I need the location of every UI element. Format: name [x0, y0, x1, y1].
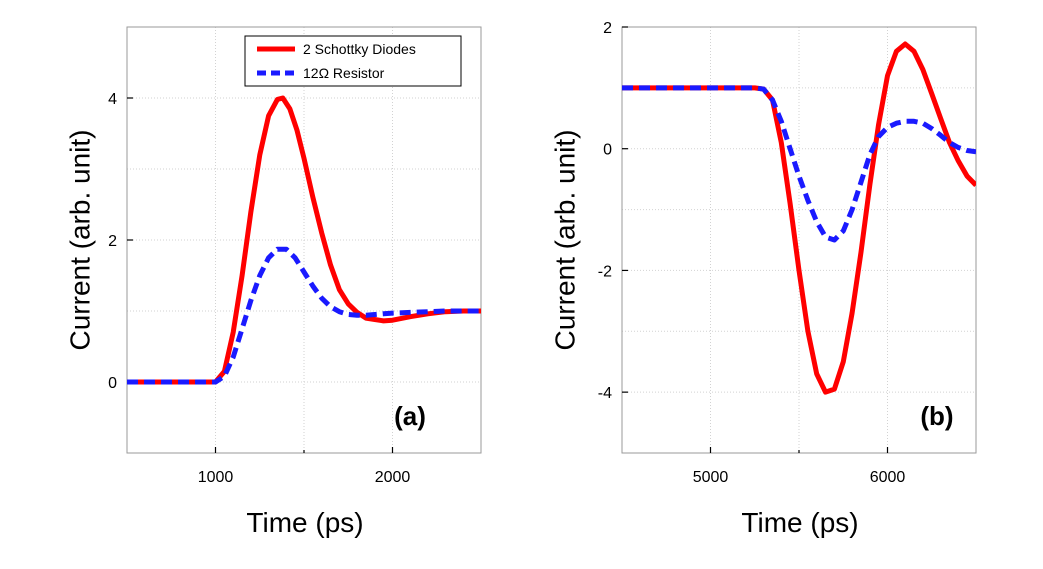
y-tick-label: 0 — [108, 375, 117, 392]
x-axis-title: Time (ps) — [741, 507, 858, 538]
panel-label: (a) — [394, 401, 426, 431]
x-tick-label: 1000 — [198, 469, 234, 486]
y-tick-label: -2 — [598, 263, 612, 280]
y-axis-title: Current (arb. unit) — [64, 130, 95, 351]
legend-entry: 12Ω Resistor — [303, 65, 385, 81]
legend-box — [244, 35, 462, 87]
x-axis-title: Time (ps) — [246, 507, 363, 538]
series-line-12ohm-resistor — [127, 246, 481, 385]
y-tick-label: 4 — [108, 91, 117, 108]
legend-entry: 2 Schottky Diodes — [303, 41, 416, 57]
y-axis-title: Current (arb. unit) — [549, 130, 580, 351]
chart-panel-a: 1000 2000 0 2 4 Time (ps) Current (arb. unit) (… — [64, 26, 482, 538]
chart-panel-b: 5000 6000 2 0 -2 -4 Time (ps) Current (arb. uni… — [549, 20, 977, 538]
x-tick-label: 6000 — [870, 469, 906, 486]
panel-label: (b) — [920, 401, 953, 431]
x-tick-label: 2000 — [375, 469, 411, 486]
y-tick-label: -4 — [598, 385, 612, 402]
y-tick-label: 2 — [108, 233, 117, 250]
y-tick-label: 2 — [603, 20, 612, 37]
series-line-12ohm-resistor — [622, 85, 976, 243]
y-tick-label: 0 — [603, 142, 612, 159]
series-line-schottky-diodes — [622, 41, 976, 395]
series-line-schottky-diodes — [127, 95, 481, 385]
legend: 2 Schottky Diodes 12Ω Resistor — [244, 35, 462, 87]
x-tick-label: 5000 — [693, 469, 729, 486]
